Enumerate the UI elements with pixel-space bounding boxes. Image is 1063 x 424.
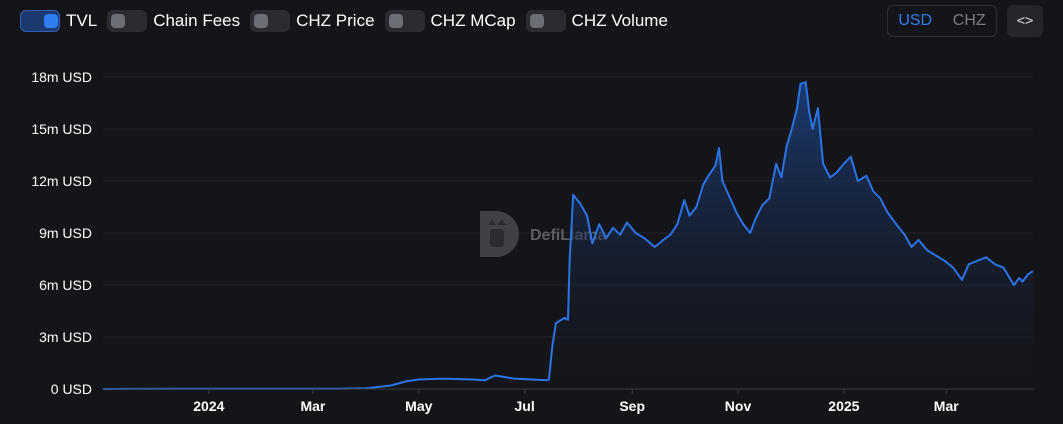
x-tick-label: Nov xyxy=(725,398,752,414)
y-tick-label: 3m USD xyxy=(39,329,92,345)
toggle-chz-mcap[interactable]: CHZ MCap xyxy=(384,10,516,32)
embed-code-button[interactable]: <> xyxy=(1007,5,1043,37)
x-tick-label: May xyxy=(405,398,432,414)
y-tick-label: 9m USD xyxy=(39,225,92,241)
toggle-chz-price[interactable]: CHZ Price xyxy=(250,10,375,32)
x-axis: 2024 Mar May Jul Sep Nov 2025 Mar xyxy=(193,389,959,414)
tvl-area xyxy=(103,82,1033,389)
llama-logo-icon xyxy=(480,211,519,257)
x-tick-label: Jul xyxy=(515,398,535,414)
x-tick-label: 2024 xyxy=(193,398,224,414)
toggle-label: Chain Fees xyxy=(153,11,241,30)
x-tick-label: Mar xyxy=(300,398,325,414)
toggle-chz-volume[interactable]: CHZ Volume xyxy=(525,10,668,32)
x-tick-label: Sep xyxy=(619,398,645,414)
toggle-switch[interactable] xyxy=(525,10,566,32)
toggle-knob xyxy=(111,14,126,28)
toggle-label: CHZ Volume xyxy=(571,11,668,30)
x-tick-label: 2025 xyxy=(828,398,859,414)
toggle-knob xyxy=(254,14,269,28)
toggle-tvl[interactable]: TVL xyxy=(20,10,97,32)
series-toggles: TVL Chain Fees CHZ Price CHZ MCap CHZ Volume xyxy=(20,8,678,34)
y-axis: 0 USD 3m USD 6m USD 9m USD 12m USD 15m USD 18m… xyxy=(31,69,92,397)
x-tick-label: Mar xyxy=(934,398,959,414)
code-icon: <> xyxy=(1016,13,1034,29)
y-tick-label: 18m USD xyxy=(31,69,92,85)
currency-usd-button[interactable]: USD xyxy=(898,12,933,29)
y-tick-label: 0 USD xyxy=(51,381,92,397)
toggle-chain-fees[interactable]: Chain Fees xyxy=(107,10,240,32)
toggle-label: TVL xyxy=(66,11,98,30)
y-tick-label: 6m USD xyxy=(39,277,92,293)
toggle-knob xyxy=(529,14,544,28)
y-tick-label: 15m USD xyxy=(31,121,92,137)
toggle-switch[interactable] xyxy=(20,10,60,32)
toggle-knob xyxy=(44,14,58,28)
toggle-switch[interactable] xyxy=(107,10,148,32)
toggle-knob xyxy=(388,14,403,28)
toggle-label: CHZ MCap xyxy=(430,11,516,30)
tvl-line xyxy=(102,81,1034,390)
currency-switch: USD CHZ xyxy=(887,5,997,37)
toggle-label: CHZ Price xyxy=(296,11,375,30)
currency-chz-button[interactable]: CHZ xyxy=(952,12,986,29)
y-tick-label: 12m USD xyxy=(31,173,92,189)
toggle-switch[interactable] xyxy=(250,10,291,32)
toggle-switch[interactable] xyxy=(384,10,425,32)
